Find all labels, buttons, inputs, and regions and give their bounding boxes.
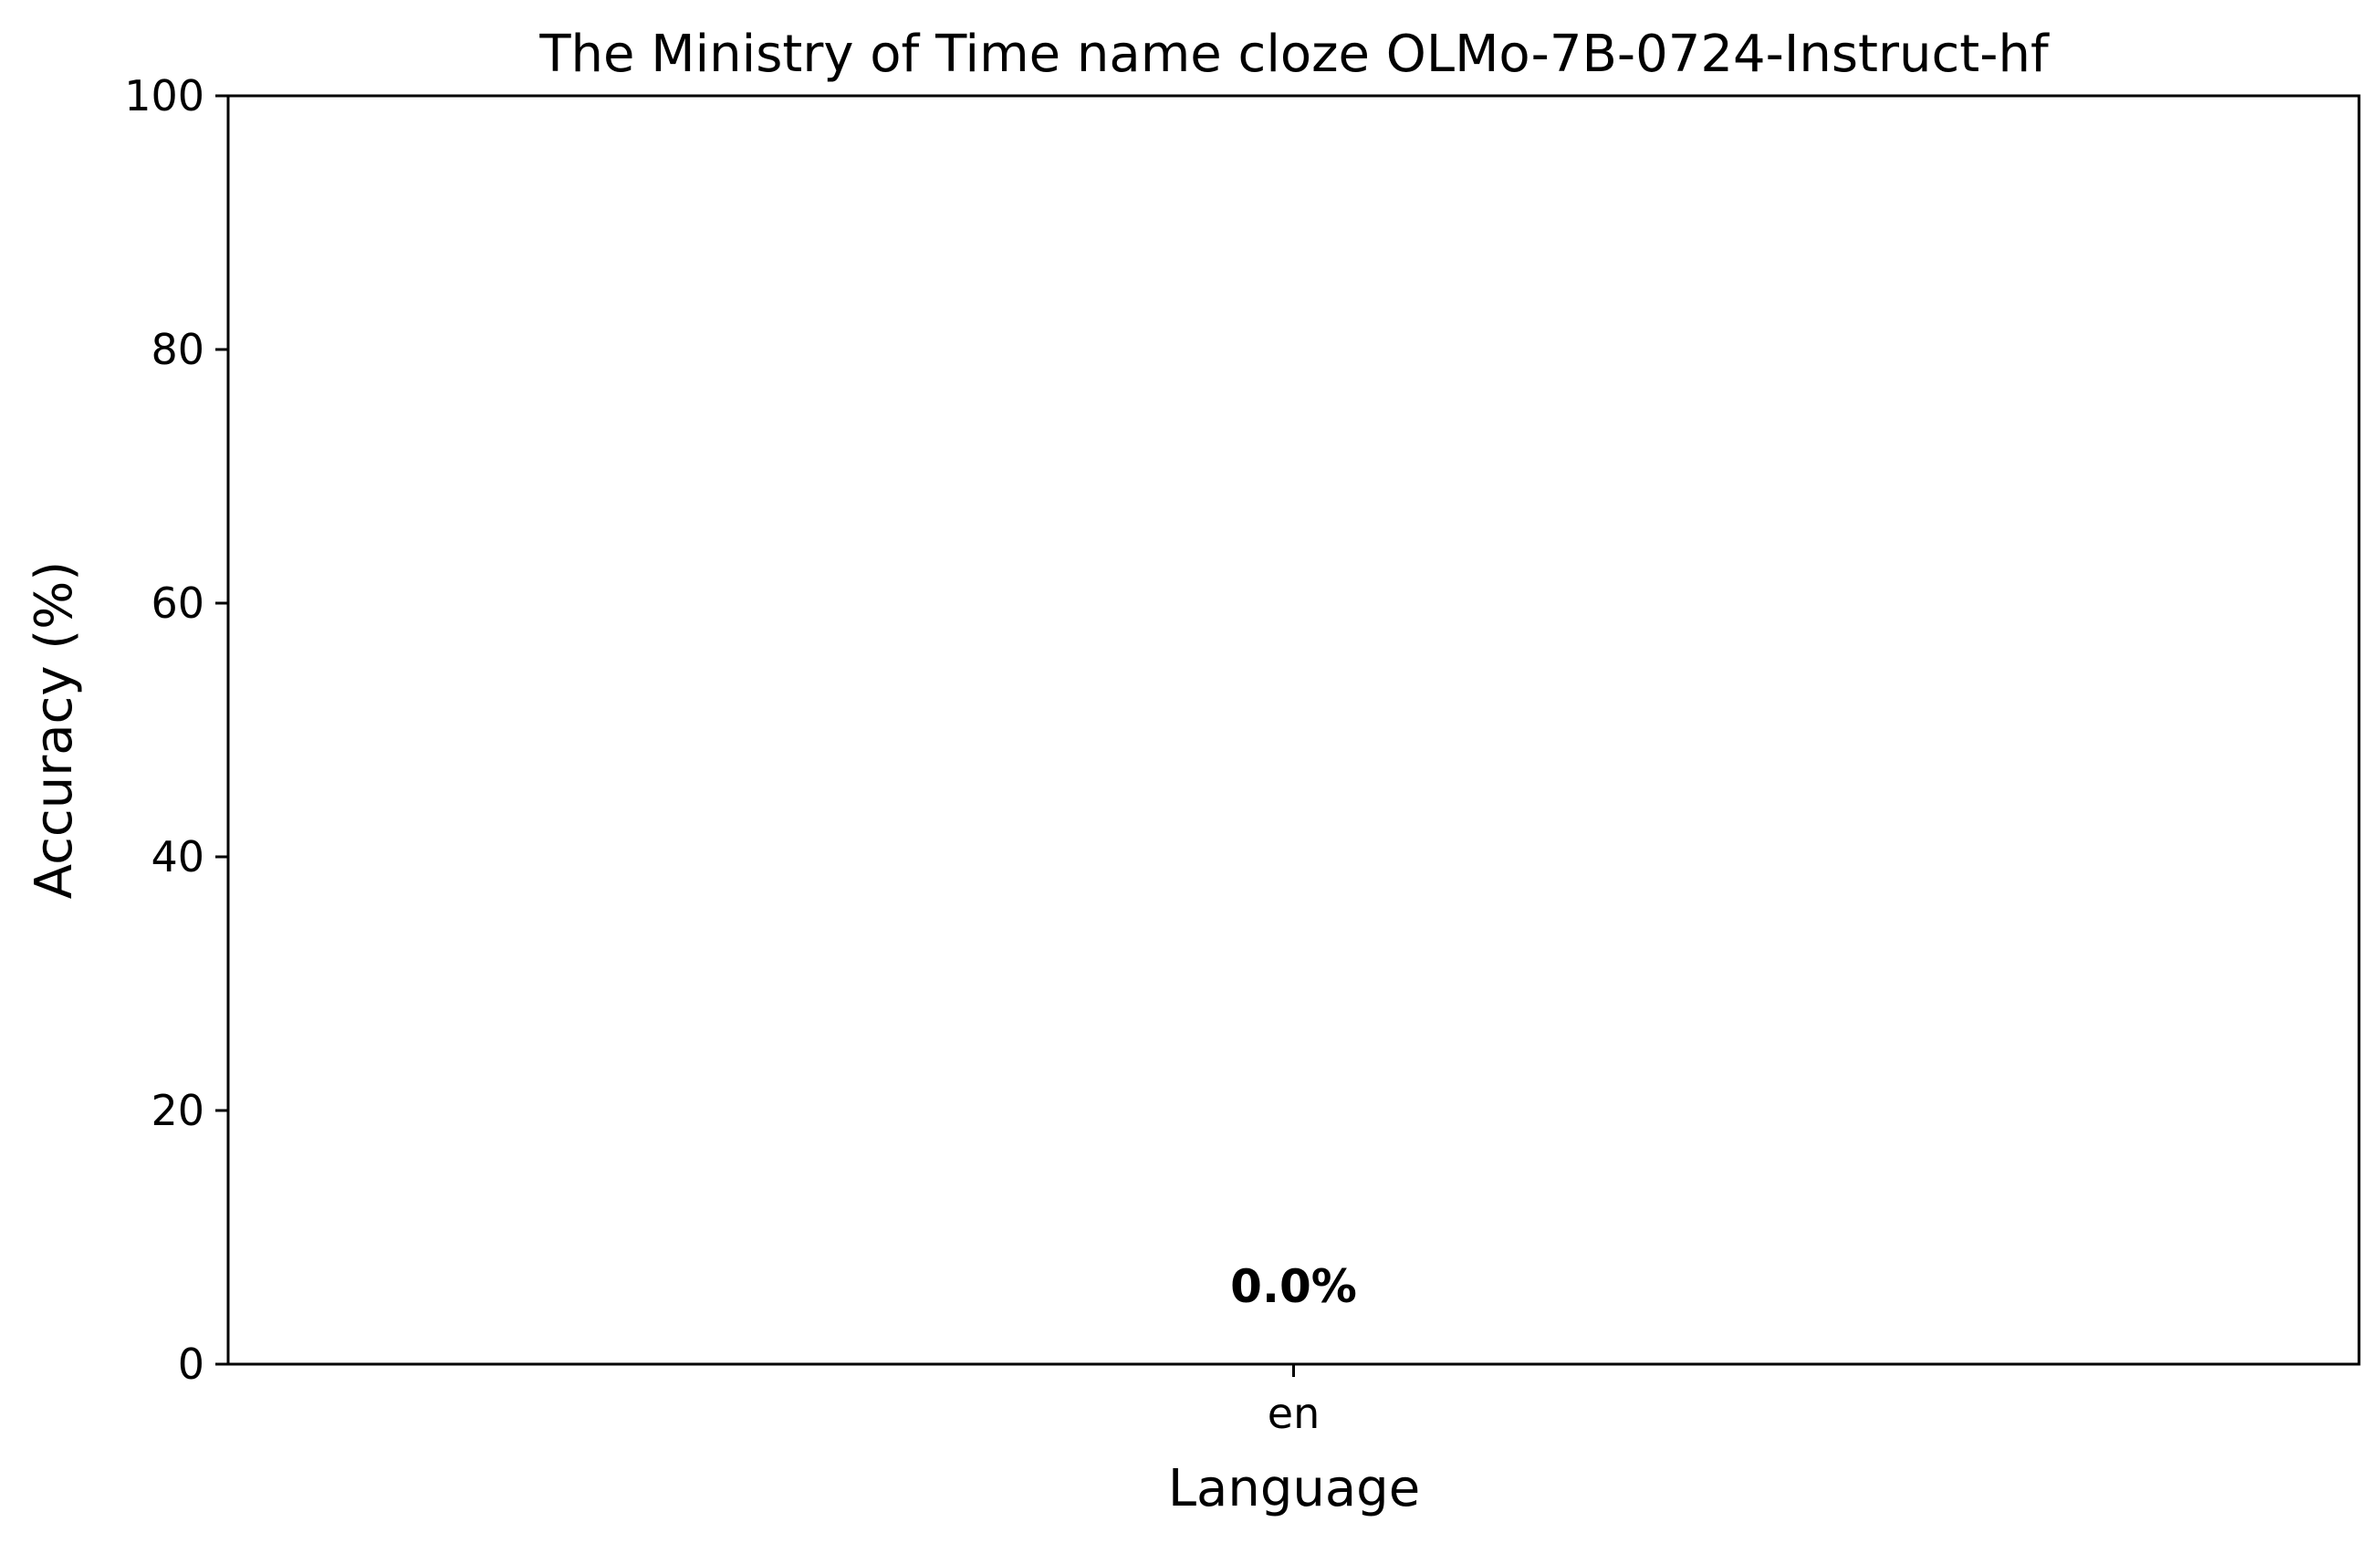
y-axis-ticks: 0 20 40 60 80 100 — [124, 71, 228, 1389]
y-tick-label: 20 — [151, 1086, 204, 1135]
y-tick-label: 40 — [151, 832, 204, 881]
data-label-en: 0.0% — [1230, 1260, 1357, 1313]
y-tick-label: 80 — [151, 325, 204, 374]
plot-area-frame — [226, 94, 2361, 1366]
chart-title: The Ministry of Time name cloze OLMo-7B-… — [538, 25, 2050, 84]
x-tick-label-en: en — [1268, 1389, 1320, 1438]
y-tick-label: 0 — [178, 1340, 204, 1389]
data-labels-group: 0.0% — [1230, 1260, 1357, 1313]
y-axis-label: Accuracy (%) — [25, 561, 84, 899]
x-axis-label: Language — [1168, 1459, 1420, 1518]
x-axis-ticks: en — [1268, 1364, 1320, 1438]
y-tick-label: 60 — [151, 579, 204, 628]
y-tick-label: 100 — [124, 71, 204, 120]
